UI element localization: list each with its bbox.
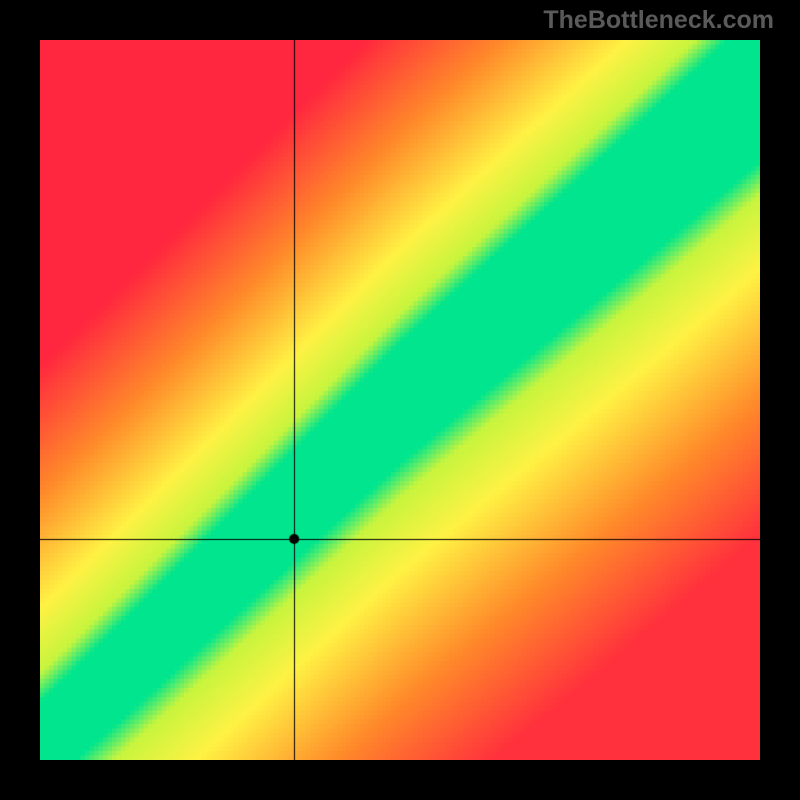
watermark-text: TheBottleneck.com <box>543 6 774 35</box>
chart-container: TheBottleneck.com <box>0 0 800 800</box>
bottleneck-heatmap <box>40 40 760 760</box>
